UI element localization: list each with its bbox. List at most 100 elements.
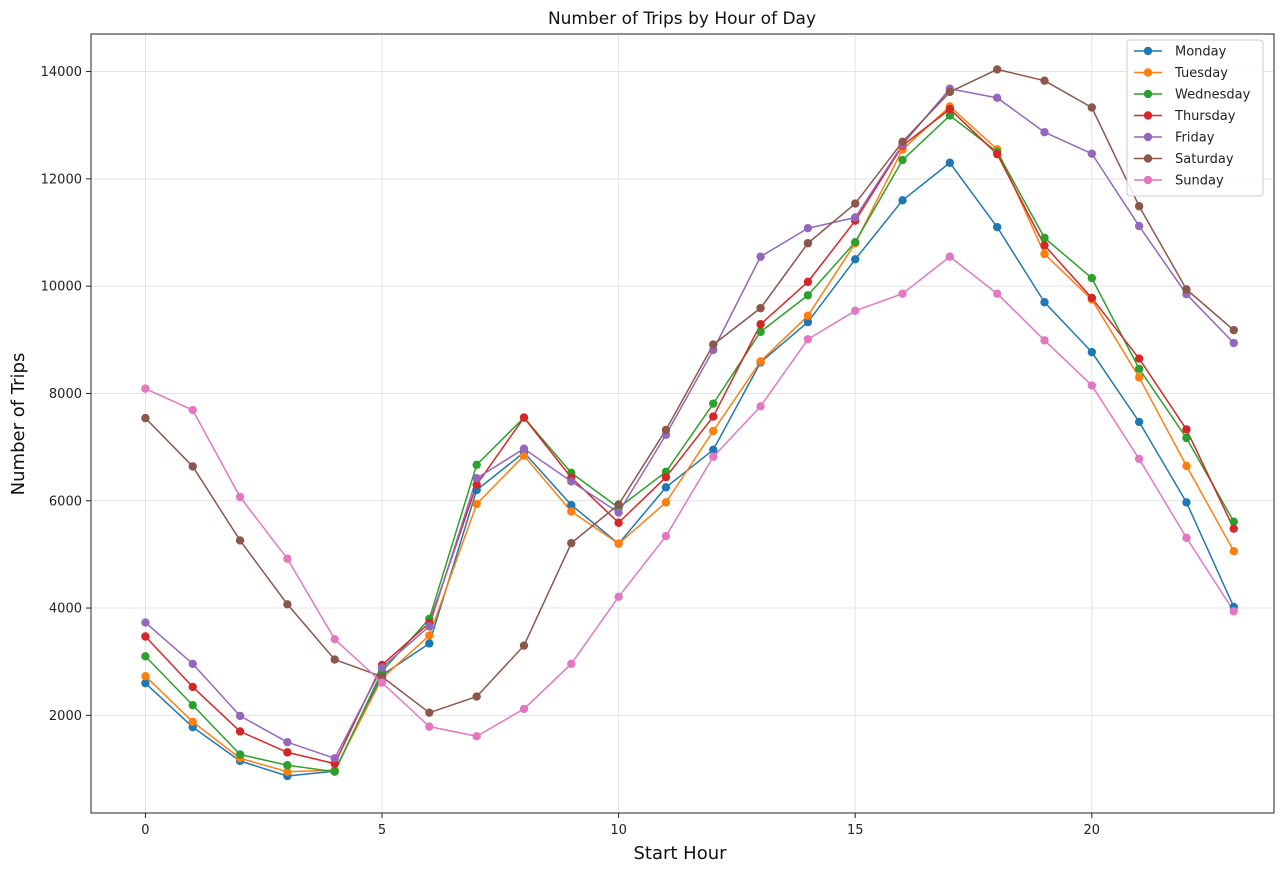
legend-label-saturday: Saturday [1175, 152, 1234, 167]
x-tick-label: 20 [1084, 823, 1101, 838]
data-point-wednesday [1040, 233, 1049, 243]
data-point-friday [188, 659, 197, 669]
data-point-sunday [851, 306, 860, 316]
legend-marker-thursday [1143, 111, 1153, 120]
data-point-tuesday [661, 498, 671, 507]
data-point-monday [992, 222, 1002, 232]
legend-marker-sunday [1143, 175, 1153, 185]
data-point-thursday [661, 472, 671, 482]
x-axis-label: Start Hour [633, 843, 727, 864]
data-point-saturday [567, 538, 576, 548]
data-point-sunday [1040, 336, 1049, 345]
data-point-saturday [614, 500, 623, 509]
series-points [141, 65, 1238, 781]
data-point-sunday [709, 452, 718, 461]
data-point-thursday [1134, 354, 1144, 363]
data-point-thursday [235, 727, 245, 736]
legend-label-wednesday: Wednesday [1175, 88, 1251, 103]
chart-title: Number of Trips by Hour of Day [548, 9, 816, 29]
data-point-tuesday [1229, 546, 1238, 556]
data-point-sunday [614, 592, 623, 601]
data-point-tuesday [425, 631, 434, 640]
data-point-tuesday [803, 311, 813, 320]
data-point-tuesday [1182, 461, 1191, 471]
series-line-tuesday [144, 105, 1235, 773]
data-point-saturday [898, 137, 907, 147]
data-point-friday [330, 754, 339, 763]
data-point-sunday [661, 531, 671, 541]
data-point-monday [898, 196, 907, 205]
legend-label-thursday: Thursday [1174, 109, 1236, 124]
data-point-monday [567, 500, 576, 510]
series-line-saturday [144, 68, 1235, 714]
legend-marker-tuesday [1143, 68, 1153, 77]
data-point-saturday [519, 641, 529, 650]
data-point-saturday [1087, 103, 1097, 112]
data-point-monday [709, 445, 718, 454]
data-point-monday [945, 158, 955, 167]
data-point-friday [235, 711, 245, 721]
data-point-wednesday [472, 460, 481, 470]
data-point-monday [1087, 347, 1097, 357]
data-point-friday [472, 474, 481, 483]
data-point-thursday [709, 412, 718, 421]
data-point-saturday [992, 65, 1002, 74]
data-point-monday [141, 678, 150, 688]
legend: Monday Tuesday Wednesday Thursday Friday Satu… [1126, 39, 1264, 197]
data-point-saturday [283, 600, 292, 609]
x-tick-label: 5 [378, 823, 386, 838]
data-point-monday [661, 483, 671, 492]
data-point-sunday [377, 678, 387, 687]
series-line-wednesday [144, 114, 1235, 773]
series-line-monday [144, 162, 1235, 777]
y-tick-label: 2000 [49, 709, 82, 724]
data-point-thursday [945, 104, 955, 114]
data-point-wednesday [235, 750, 245, 759]
data-point-saturday [472, 692, 481, 701]
data-point-wednesday [141, 652, 150, 661]
data-point-saturday [803, 239, 813, 248]
data-point-saturday [1229, 325, 1238, 335]
data-point-sunday [803, 335, 813, 344]
legend-box [1126, 39, 1264, 197]
plot-frame [90, 33, 1275, 814]
data-point-sunday [141, 384, 150, 393]
y-tick-label: 12000 [41, 172, 82, 187]
data-point-thursday [614, 518, 623, 527]
data-point-wednesday [330, 767, 339, 776]
data-point-monday [803, 317, 813, 327]
data-point-friday [992, 93, 1002, 103]
legend-marker-saturday [1143, 154, 1153, 163]
data-point-tuesday [709, 426, 718, 436]
legend-marker-monday [1143, 46, 1153, 56]
data-point-wednesday [1134, 364, 1144, 373]
legend-label-monday: Monday [1175, 45, 1227, 60]
data-point-tuesday [519, 451, 529, 460]
data-point-sunday [992, 289, 1002, 298]
data-point-saturday [851, 199, 860, 208]
data-point-wednesday [1087, 273, 1097, 283]
data-point-thursday [803, 277, 813, 287]
data-point-tuesday [188, 717, 197, 726]
data-point-thursday [756, 320, 765, 329]
y-tick-label: 8000 [49, 387, 82, 402]
data-point-sunday [567, 659, 576, 669]
data-point-saturday [756, 303, 765, 313]
data-point-wednesday [709, 399, 718, 408]
data-point-sunday [945, 252, 955, 261]
data-point-saturday [661, 425, 671, 435]
data-point-sunday [283, 554, 292, 563]
data-point-tuesday [283, 767, 292, 776]
data-point-sunday [1229, 607, 1238, 616]
data-point-sunday [188, 405, 197, 415]
y-tick-label: 10000 [41, 280, 82, 295]
data-point-thursday [1040, 241, 1049, 250]
legend-marker-friday [1143, 132, 1153, 142]
data-point-friday [614, 508, 623, 517]
data-point-saturday [377, 672, 387, 681]
y-axis-ticks: 2000 4000 6000 8000 10000 12000 14000 [41, 65, 91, 724]
data-point-sunday [756, 402, 765, 411]
legend-marker-wednesday [1143, 89, 1153, 99]
data-point-wednesday [188, 700, 197, 710]
data-point-friday [756, 252, 765, 261]
